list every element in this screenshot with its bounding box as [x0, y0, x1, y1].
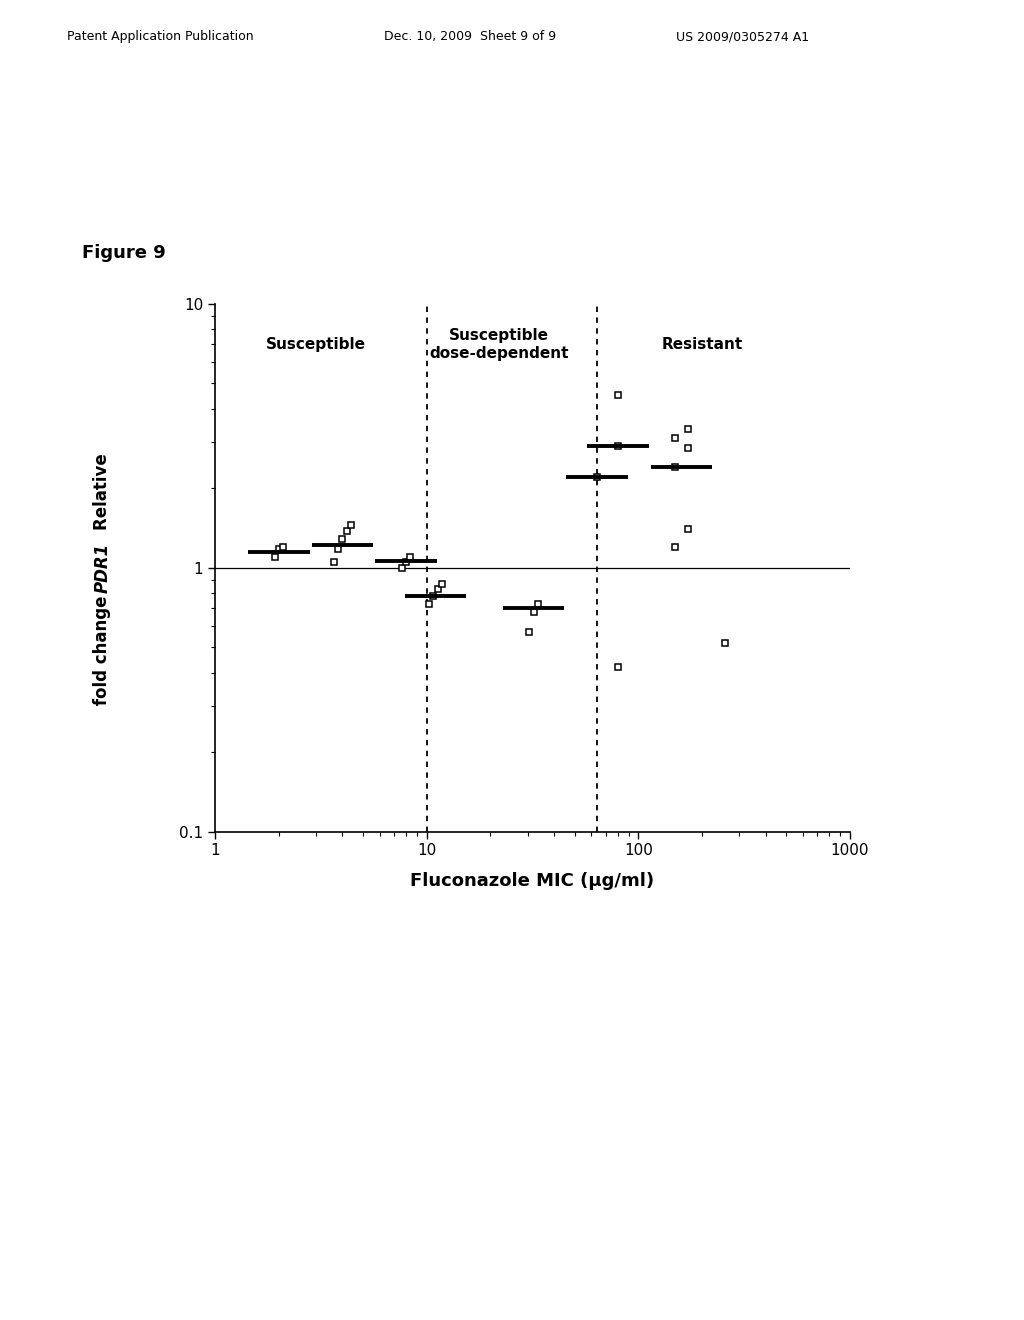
Text: Susceptible: Susceptible — [266, 337, 366, 352]
Text: US 2009/0305274 A1: US 2009/0305274 A1 — [676, 30, 809, 44]
Text: Resistant: Resistant — [662, 337, 742, 352]
Text: Dec. 10, 2009  Sheet 9 of 9: Dec. 10, 2009 Sheet 9 of 9 — [384, 30, 556, 44]
X-axis label: Fluconazole MIC (μg/ml): Fluconazole MIC (μg/ml) — [411, 873, 654, 890]
Text: Patent Application Publication: Patent Application Publication — [67, 30, 253, 44]
Text: Figure 9: Figure 9 — [82, 244, 166, 263]
Text: Susceptible
dose-dependent: Susceptible dose-dependent — [429, 327, 569, 362]
Text: Relative: Relative — [93, 447, 112, 529]
Text: fold change: fold change — [93, 595, 112, 711]
Text: PDR1: PDR1 — [93, 543, 112, 593]
